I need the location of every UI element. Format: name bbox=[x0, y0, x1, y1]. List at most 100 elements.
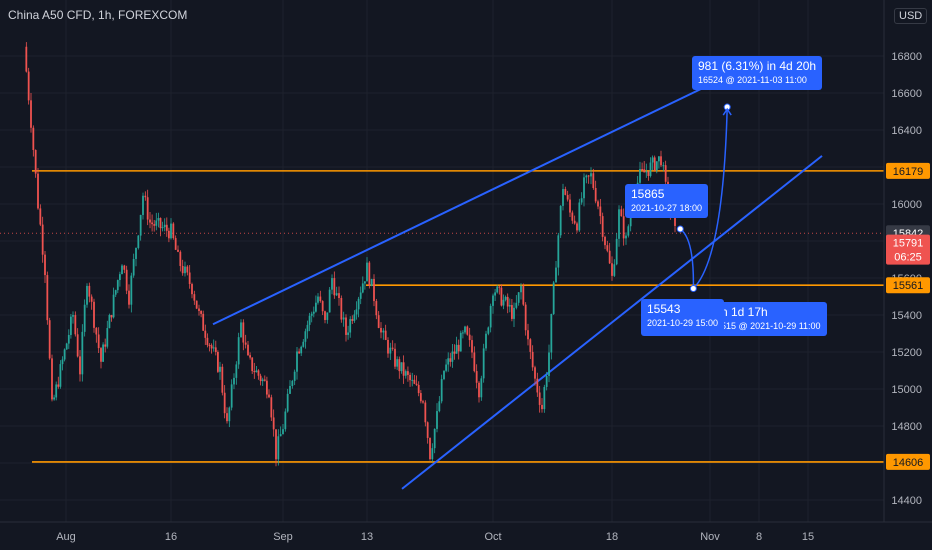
candle-body bbox=[429, 437, 431, 460]
candle-body bbox=[253, 371, 256, 373]
candle-body bbox=[132, 258, 135, 276]
candle-body bbox=[424, 402, 427, 423]
time-axis[interactable]: Aug 16 Sep 13 Oct 18 Nov 8 15 bbox=[56, 531, 814, 543]
candle-body bbox=[377, 315, 380, 328]
chart-title: China A50 CFD, 1h, FOREXCOM bbox=[8, 8, 188, 22]
price-tick-label: 16800 bbox=[891, 51, 922, 63]
candle-body bbox=[159, 218, 162, 229]
candle-body bbox=[569, 199, 571, 213]
candle-body bbox=[168, 230, 170, 239]
candle-body bbox=[662, 165, 665, 167]
candle-body bbox=[106, 328, 109, 347]
candle-body bbox=[30, 100, 32, 128]
candle-body bbox=[482, 348, 485, 379]
candle-body bbox=[422, 401, 424, 403]
price-tick-label: 14800 bbox=[891, 421, 922, 433]
candle-body bbox=[608, 250, 611, 264]
candle-body bbox=[375, 301, 378, 316]
candle-body bbox=[233, 377, 235, 385]
projection-point bbox=[689, 285, 697, 293]
candle-body bbox=[102, 344, 104, 362]
candle-body bbox=[517, 292, 520, 303]
candle-body bbox=[142, 195, 144, 215]
time-tick-label: 18 bbox=[606, 531, 618, 543]
candle-body bbox=[123, 265, 126, 270]
candle-body bbox=[485, 333, 487, 349]
candle-body bbox=[473, 352, 476, 372]
candle-body bbox=[181, 265, 184, 274]
candle-body bbox=[651, 157, 654, 163]
candle-body bbox=[317, 296, 319, 303]
candle-body bbox=[396, 359, 399, 367]
last-price-badge: 15791 bbox=[893, 238, 924, 250]
candle-body bbox=[384, 330, 387, 340]
candle-body bbox=[555, 267, 557, 283]
level-price-badge: 14606 bbox=[893, 457, 924, 469]
candle-body bbox=[83, 304, 86, 332]
candle-body bbox=[562, 188, 564, 206]
candle-body bbox=[110, 315, 113, 318]
channel-line bbox=[401, 155, 823, 490]
candle-body bbox=[419, 393, 422, 402]
candle-body bbox=[643, 169, 646, 173]
candle-body bbox=[210, 345, 213, 349]
candle-body bbox=[119, 274, 121, 281]
level-price-badge-bg bbox=[886, 162, 930, 179]
time-tick-label: Sep bbox=[273, 531, 293, 543]
candle-body bbox=[440, 379, 443, 402]
candle-body bbox=[130, 275, 133, 305]
candle-body bbox=[286, 393, 289, 412]
candle-body bbox=[116, 280, 119, 291]
candle-body bbox=[404, 371, 407, 376]
candle-body bbox=[97, 334, 100, 349]
candle-body bbox=[223, 392, 226, 414]
candle-body bbox=[550, 313, 553, 353]
candle-body bbox=[368, 262, 371, 287]
candle-body bbox=[177, 249, 179, 252]
projection-start-label: 15865 2021-10-27 18:00 bbox=[625, 184, 709, 218]
candle-body bbox=[583, 177, 585, 199]
candle-body bbox=[664, 165, 667, 182]
candle-body bbox=[443, 370, 445, 380]
candle-body bbox=[328, 289, 331, 313]
candle-body bbox=[660, 156, 662, 166]
candle-body bbox=[417, 384, 420, 394]
candle-body bbox=[310, 313, 313, 316]
candle-body bbox=[151, 222, 153, 225]
candle-body bbox=[459, 332, 462, 352]
price-tick-label: 16400 bbox=[891, 125, 922, 137]
candle-body bbox=[548, 352, 550, 376]
candle-body bbox=[128, 290, 130, 305]
candle-body bbox=[655, 161, 658, 171]
candle-body bbox=[135, 247, 137, 259]
candle-body bbox=[597, 201, 599, 207]
candle-body bbox=[357, 298, 360, 310]
candle-body bbox=[658, 156, 660, 162]
candle-body bbox=[63, 349, 66, 360]
candle-body bbox=[324, 311, 326, 320]
annotation-line: 981 (6.31%) in 4d 20h bbox=[698, 59, 817, 73]
time-tick-label: 13 bbox=[361, 531, 373, 543]
candle-body bbox=[195, 300, 198, 309]
candle-body bbox=[321, 301, 324, 312]
candle-body bbox=[179, 251, 182, 266]
candle-body bbox=[259, 375, 262, 382]
candle-body bbox=[639, 169, 641, 183]
candle-body bbox=[520, 285, 522, 293]
candle-body bbox=[492, 295, 494, 306]
currency-selector[interactable]: USD bbox=[894, 8, 928, 24]
candle-body bbox=[282, 429, 284, 435]
candle-body bbox=[170, 223, 172, 239]
candle-body bbox=[457, 344, 460, 352]
candle-body bbox=[315, 302, 317, 312]
candle-body bbox=[557, 235, 560, 268]
candle-body bbox=[578, 202, 581, 231]
candle-body bbox=[146, 197, 149, 220]
candle-body bbox=[191, 284, 193, 295]
level-price-badge-bg bbox=[886, 453, 930, 470]
projection-point bbox=[676, 225, 684, 233]
candle-body bbox=[364, 281, 366, 284]
